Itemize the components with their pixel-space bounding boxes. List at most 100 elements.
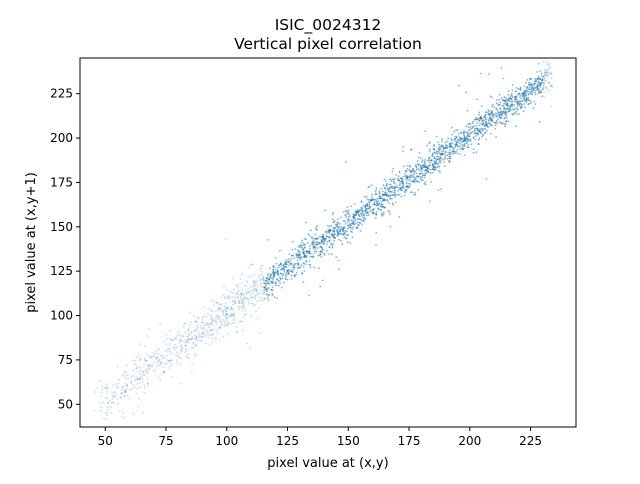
scatter-point xyxy=(282,273,284,275)
scatter-point xyxy=(417,156,420,159)
scatter-point xyxy=(195,339,197,342)
scatter-point xyxy=(334,236,336,239)
scatter-point xyxy=(438,149,440,152)
scatter-point xyxy=(346,206,349,209)
scatter-point xyxy=(369,205,371,208)
scatter-point xyxy=(309,266,312,269)
scatter-point xyxy=(491,119,493,122)
scatter-point xyxy=(291,249,294,251)
scatter-point xyxy=(438,143,440,146)
scatter-point xyxy=(283,281,285,284)
scatter-point xyxy=(350,219,353,222)
scatter-point xyxy=(234,301,237,303)
scatter-point xyxy=(317,254,320,257)
scatter-point xyxy=(130,380,133,382)
scatter-point xyxy=(389,190,391,193)
scatter-point xyxy=(145,360,148,362)
scatter-point xyxy=(277,284,280,287)
scatter-point xyxy=(511,94,513,96)
scatter-point xyxy=(494,124,497,126)
scatter-point xyxy=(145,371,148,374)
scatter-point xyxy=(239,306,242,308)
scatter-point xyxy=(510,97,513,100)
scatter-point xyxy=(163,363,166,366)
scatter-point xyxy=(262,279,265,281)
scatter-point xyxy=(302,244,305,246)
scatter-point xyxy=(223,321,226,324)
scatter-point xyxy=(201,316,204,319)
scatter-point xyxy=(549,67,551,70)
scatter-point xyxy=(494,112,497,114)
scatter-point xyxy=(328,253,330,255)
scatter-point xyxy=(382,184,385,187)
scatter-point xyxy=(488,113,490,116)
scatter-point xyxy=(239,297,242,300)
scatter-point xyxy=(188,337,191,340)
scatter-point xyxy=(291,270,293,273)
scatter-point xyxy=(352,213,355,216)
scatter-point xyxy=(200,333,203,336)
scatter-point xyxy=(241,273,243,276)
scatter-point xyxy=(261,273,263,275)
scatter-point xyxy=(228,314,230,316)
scatter-point xyxy=(453,137,456,140)
scatter-point xyxy=(135,368,138,371)
scatter-point xyxy=(446,146,448,149)
scatter-point xyxy=(210,299,213,302)
scatter-point xyxy=(139,369,142,372)
scatter-point xyxy=(295,273,297,276)
scatter-point xyxy=(437,147,440,149)
scatter-point xyxy=(504,113,507,116)
scatter-point xyxy=(226,312,229,315)
scatter-point xyxy=(495,98,498,101)
scatter-point xyxy=(126,384,128,386)
scatter-point xyxy=(189,321,192,324)
scatter-point xyxy=(415,176,418,179)
scatter-point xyxy=(534,103,537,105)
scatter-point xyxy=(143,391,146,394)
scatter-point xyxy=(330,225,333,227)
scatter-point xyxy=(399,188,402,191)
scatter-point xyxy=(208,343,211,346)
scatter-point xyxy=(124,390,127,393)
scatter-point xyxy=(181,347,184,349)
scatter-point xyxy=(372,208,374,211)
scatter-point xyxy=(301,241,303,244)
scatter-point xyxy=(150,355,152,358)
scatter-point xyxy=(468,133,471,136)
scatter-point xyxy=(542,60,545,63)
scatter-point xyxy=(544,70,547,73)
scatter-point xyxy=(118,382,120,385)
scatter-point xyxy=(426,168,429,171)
x-tick-label: 175 xyxy=(398,434,421,448)
scatter-point xyxy=(257,287,259,289)
scatter-point xyxy=(181,349,183,352)
scatter-point xyxy=(93,409,95,412)
scatter-point xyxy=(539,84,542,87)
scatter-point xyxy=(491,124,494,127)
scatter-point xyxy=(225,324,228,326)
scatter-point xyxy=(471,122,474,125)
scatter-point xyxy=(521,105,524,108)
scatter-point xyxy=(162,370,165,373)
scatter-point xyxy=(332,234,335,237)
scatter-point xyxy=(338,238,340,241)
scatter-point xyxy=(292,268,295,271)
scatter-point xyxy=(210,330,212,332)
scatter-point xyxy=(186,338,189,341)
scatter-point xyxy=(527,93,530,96)
scatter-point xyxy=(498,94,501,96)
scatter-point xyxy=(169,359,172,362)
scatter-point xyxy=(375,201,378,204)
scatter-point xyxy=(256,279,259,281)
scatter-point xyxy=(382,211,385,214)
scatter-point xyxy=(275,257,277,259)
scatter-point xyxy=(212,333,215,336)
scatter-point xyxy=(252,281,255,284)
scatter-point xyxy=(226,296,229,299)
scatter-point xyxy=(270,274,272,276)
scatter-point xyxy=(412,173,415,176)
scatter-point xyxy=(249,286,251,288)
scatter-point xyxy=(188,324,191,326)
scatter-point xyxy=(344,223,347,225)
